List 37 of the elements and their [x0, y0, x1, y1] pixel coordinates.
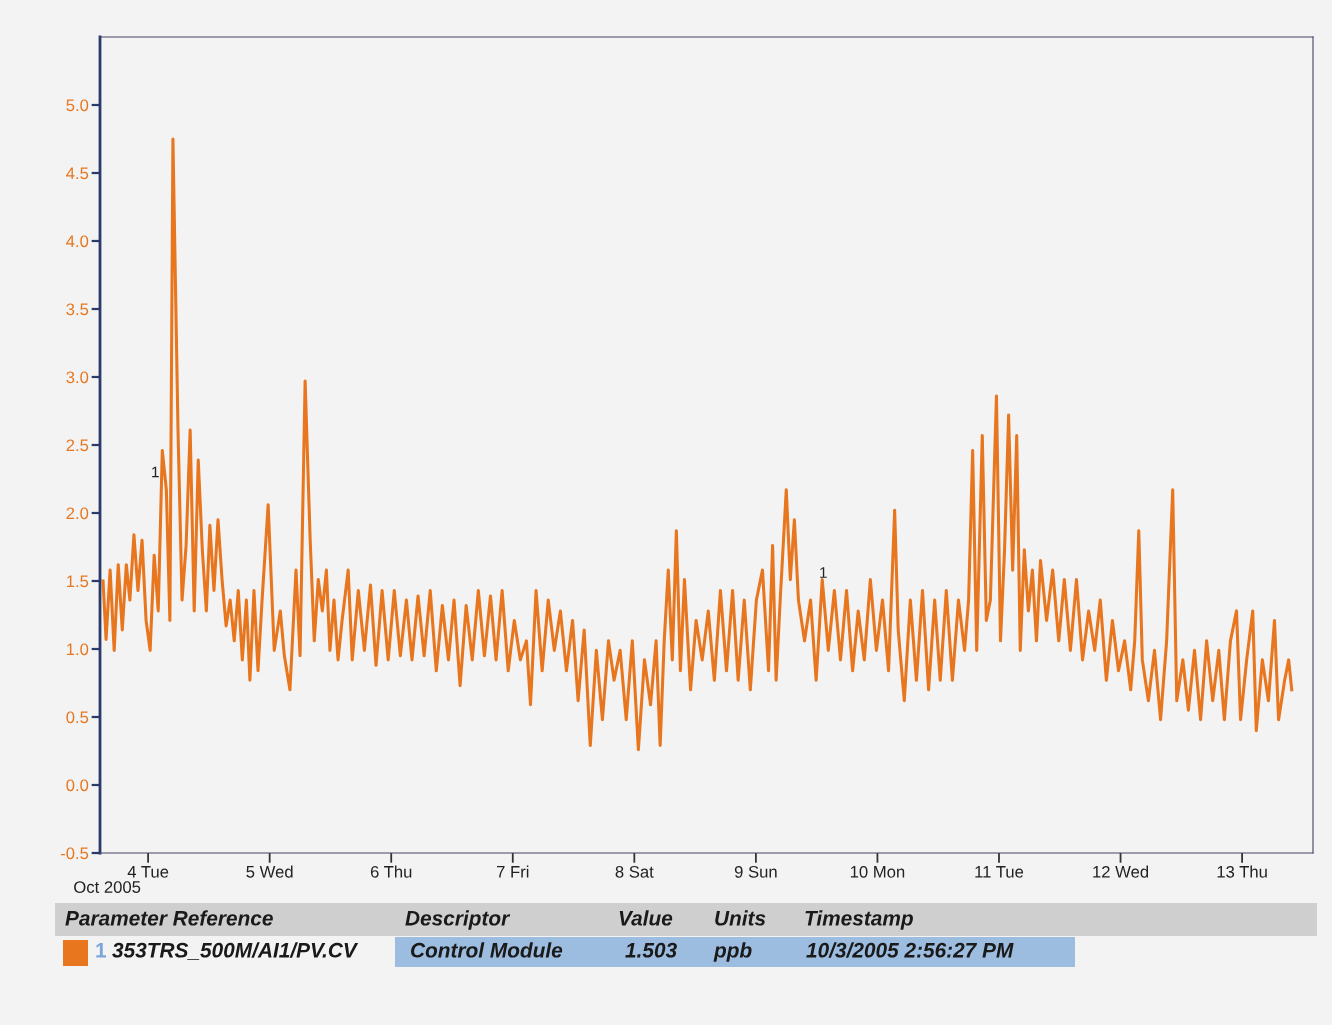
y-tick-label: 2.0	[66, 507, 89, 520]
y-tick-label: 0.5	[66, 711, 89, 724]
x-tick-label: 5 Wed	[246, 865, 293, 878]
text: ppb	[713, 942, 752, 962]
x-tick-label: 12 Wed	[1093, 865, 1149, 878]
text: Units	[715, 910, 766, 926]
x-axis-title: Oct 2005	[74, 881, 141, 893]
text: Descriptor	[405, 910, 511, 930]
x-tick-label: 7 Fri	[496, 865, 529, 878]
y-tick-label: 1.0	[66, 643, 89, 656]
x-tick-label: 11 Tue	[975, 866, 1024, 878]
y-tick-label: 4.0	[66, 235, 89, 248]
x-tick-label: 10 Mon	[850, 865, 905, 878]
y-tick-label: 3.5	[66, 303, 89, 316]
x-tick-label: 9 Sun	[734, 865, 777, 878]
text: 1.503	[625, 942, 677, 958]
y-tick-label: 5.0	[66, 99, 89, 112]
annotation: 1	[152, 466, 159, 478]
y-tick-label: 3.0	[66, 371, 89, 384]
text: 1	[96, 943, 107, 958]
x-tick-label: 13 Thu	[1217, 865, 1267, 878]
y-tick-label: 1.5	[66, 575, 89, 588]
text: Timestamp	[805, 910, 913, 930]
line-series	[101, 137, 1294, 752]
x-tick-label: 8 Sat	[615, 865, 654, 878]
text: Parameter Reference	[65, 910, 273, 926]
annotation: 1	[820, 567, 827, 578]
y-tick-label: 2.5	[66, 439, 89, 452]
x-tick-label: 4 Tue	[127, 866, 169, 878]
text: Value	[619, 910, 673, 926]
y-tick-label: 0.0	[66, 779, 89, 792]
legend-label: 353TRS_500M/AI1/PV.CV	[112, 942, 359, 960]
y-tick-label: -0.5	[60, 847, 89, 860]
x-tick-label: 6 Thu	[370, 865, 412, 878]
y-tick-label: 4.5	[66, 167, 89, 180]
text: 10/3/2005 2:56:27 PM	[806, 942, 1014, 958]
text: Control Module	[411, 942, 563, 958]
